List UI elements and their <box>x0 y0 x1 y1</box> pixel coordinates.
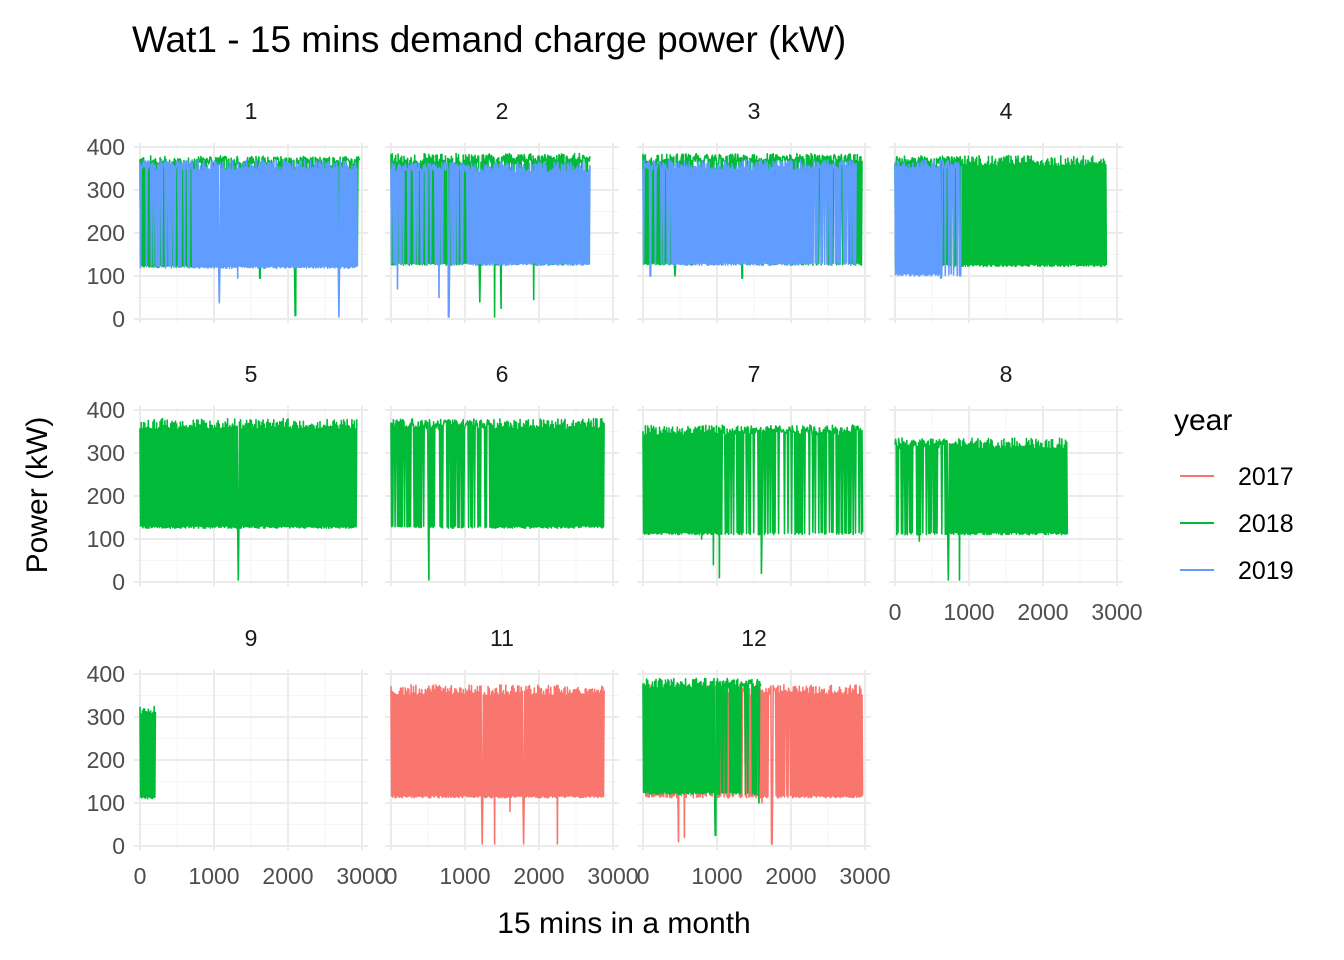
legend-label-2019: 2019 <box>1238 557 1294 585</box>
x-tick-label: 2000 <box>262 863 313 889</box>
facet-panel-3: 3 <box>637 98 871 323</box>
x-tick-label: 1000 <box>188 863 239 889</box>
x-tick-label: 0 <box>134 863 147 889</box>
x-tick-label: 1000 <box>943 599 994 625</box>
facet-panel-9: 9 0 100 200 300 400 0 1000 2000 3000 <box>87 625 388 889</box>
series-line-2019 <box>139 159 359 318</box>
x-tick-label: 2000 <box>765 863 816 889</box>
series-line-2018 <box>390 417 605 581</box>
y-tick-label: 0 <box>112 833 125 859</box>
series-line-2019 <box>894 159 963 279</box>
series-line-2018 <box>642 677 762 837</box>
x-tick-label: 1000 <box>439 863 490 889</box>
x-tick-label: 0 <box>385 863 398 889</box>
facet-strip-label: 5 <box>245 361 258 387</box>
x-tick-label: 3000 <box>1091 599 1142 625</box>
facet-panel-6: 6 <box>385 361 619 586</box>
facet-panel-8: 8 0 1000 2000 3000 <box>889 361 1143 625</box>
y-tick-label: 400 <box>87 661 125 687</box>
y-tick-label: 100 <box>87 263 125 289</box>
y-tick-label: 200 <box>87 747 125 773</box>
facet-panel-7: 7 <box>637 361 871 586</box>
y-tick-label: 300 <box>87 440 125 466</box>
facet-strip-label: 8 <box>1000 361 1013 387</box>
facet-strip-label: 1 <box>245 98 258 124</box>
y-tick-label: 100 <box>87 526 125 552</box>
y-axis-title: Power (kW) <box>21 417 54 574</box>
facet-panel-11: 11 0 1000 2000 3000 <box>385 625 639 889</box>
y-tick-label: 100 <box>87 790 125 816</box>
facet-strip-label: 4 <box>1000 98 1013 124</box>
series-line-2018 <box>642 424 864 579</box>
y-tick-label: 0 <box>112 306 125 332</box>
series-line-2018 <box>139 417 358 581</box>
y-tick-label: 300 <box>87 177 125 203</box>
series-line-2019 <box>642 159 857 277</box>
series-line-2019 <box>390 161 591 318</box>
facet-strip-label: 7 <box>748 361 761 387</box>
y-tick-label: 400 <box>87 134 125 160</box>
facet-strip-label: 2 <box>496 98 509 124</box>
y-tick-label: 300 <box>87 704 125 730</box>
facet-panel-2: 2 <box>385 98 619 323</box>
series-line-2018 <box>894 437 1069 581</box>
x-tick-label: 2000 <box>1017 599 1068 625</box>
legend-title: year <box>1174 404 1232 437</box>
series-line-2018 <box>390 152 591 318</box>
facet-panel-4: 4 <box>889 98 1123 323</box>
legend-label-2017: 2017 <box>1238 463 1294 491</box>
facet-panel-1: 1 0 100 200 300 400 <box>87 98 368 332</box>
series-line-2018 <box>139 705 157 800</box>
legend: year 2017 2018 2019 <box>1174 404 1294 585</box>
y-tick-label: 200 <box>87 483 125 509</box>
facet-strip-label: 11 <box>490 625 514 651</box>
legend-label-2018: 2018 <box>1238 510 1294 538</box>
x-tick-label: 3000 <box>336 863 387 889</box>
x-tick-label: 3000 <box>587 863 638 889</box>
x-axis-title: 15 mins in a month <box>497 907 750 940</box>
facet-panel-5: 5 0 100 200 300 400 <box>87 361 368 595</box>
series-line-2018 <box>642 152 864 279</box>
y-tick-label: 200 <box>87 220 125 246</box>
x-tick-label: 1000 <box>691 863 742 889</box>
facet-strip-label: 3 <box>748 98 761 124</box>
facet-strip-label: 6 <box>496 361 509 387</box>
x-tick-label: 0 <box>637 863 650 889</box>
facet-panel-12: 12 0 1000 2000 3000 <box>637 625 891 889</box>
series-line-2017 <box>390 683 605 845</box>
facet-strip-label: 12 <box>741 625 767 651</box>
facet-strip-label: 9 <box>245 625 258 651</box>
chart-title: Wat1 - 15 mins demand charge power (kW) <box>132 19 846 60</box>
x-tick-label: 3000 <box>839 863 890 889</box>
x-tick-label: 2000 <box>513 863 564 889</box>
y-tick-label: 400 <box>87 397 125 423</box>
y-tick-label: 0 <box>112 569 125 595</box>
x-tick-label: 0 <box>889 599 902 625</box>
